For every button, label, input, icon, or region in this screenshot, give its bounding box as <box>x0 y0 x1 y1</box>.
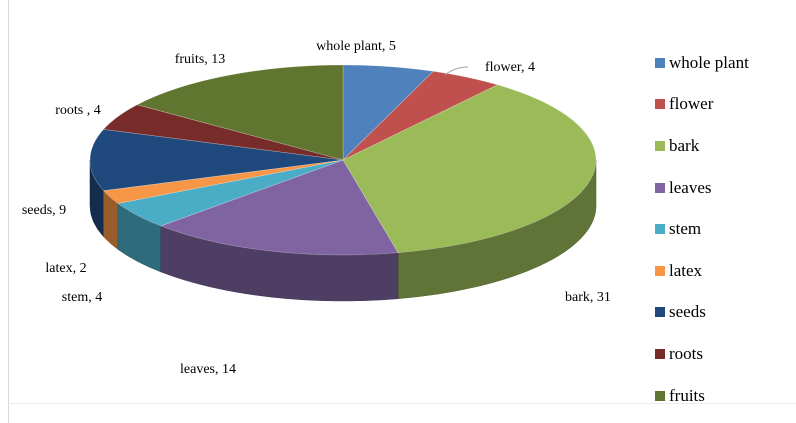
legend-swatch <box>655 307 665 318</box>
legend-label: leaves <box>669 177 712 197</box>
pie-slice-flower <box>342 70 499 161</box>
legend-label: latex <box>669 260 703 280</box>
slice-label-latex: latex, 2 <box>45 261 86 276</box>
slice-label-fruits: fruits, 13 <box>175 52 226 67</box>
slice-label-seeds: seeds, 9 <box>22 203 66 218</box>
legend-swatch <box>655 57 665 68</box>
legend-swatch <box>655 390 665 401</box>
legend-label: bark <box>669 135 700 155</box>
legend-item-bark: bark <box>655 125 790 167</box>
legend-item-flower: flower <box>655 84 790 126</box>
pie-top-layer <box>89 64 597 256</box>
pie-side-layer <box>89 159 597 302</box>
legend-swatch <box>655 348 665 359</box>
legend-item-leaves: leaves <box>655 167 790 209</box>
legend-item-latex: latex <box>655 250 790 292</box>
frame-left-border <box>8 0 9 423</box>
pie-slice-whole-plant <box>342 64 435 161</box>
legend-item-fruits: fruits <box>655 375 790 417</box>
pie-slice-stem <box>117 159 344 227</box>
pie-slice-latex <box>102 159 344 204</box>
legend-label: flower <box>669 94 714 114</box>
legend-swatch <box>655 265 665 276</box>
legend-item-stem: stem <box>655 208 790 250</box>
legend-label: stem <box>669 219 702 239</box>
pie-side-stem <box>117 202 162 273</box>
leader-line-flower <box>444 66 469 76</box>
legend-item-roots: roots <box>655 333 790 375</box>
slice-label-flower: flower, 4 <box>485 60 535 75</box>
pie-slice-leaves <box>160 159 399 256</box>
slice-labels: whole plant, 5 flower, 4 bark, 31 leaves, 1… <box>22 39 611 377</box>
slice-label-whole-plant: whole plant, 5 <box>316 39 396 54</box>
legend-label: whole plant <box>669 52 749 72</box>
pie-slice-bark <box>342 84 597 254</box>
slice-label-leaves: leaves, 14 <box>180 362 236 377</box>
legend-swatch <box>655 224 665 235</box>
slice-label-bark: bark, 31 <box>565 290 611 305</box>
legend-label: roots <box>669 343 703 363</box>
legend: whole plant flower bark leaves stem latex seed… <box>655 42 790 416</box>
slice-label-roots: roots , 4 <box>55 103 101 118</box>
legend-item-seeds: seeds <box>655 292 790 334</box>
frame-bottom-border <box>8 403 796 404</box>
slice-label-stem: stem, 4 <box>62 290 102 305</box>
legend-swatch <box>655 99 665 110</box>
legend-label: seeds <box>669 302 706 322</box>
pie-slice-fruits <box>136 64 344 161</box>
legend-item-whole-plant: whole plant <box>655 42 790 84</box>
leader-lines <box>444 66 469 76</box>
legend-label: fruits <box>669 385 705 405</box>
legend-swatch <box>655 140 665 151</box>
legend-swatch <box>655 182 665 193</box>
pie-slice-seeds <box>89 129 344 191</box>
pie-slice-roots <box>102 104 344 161</box>
